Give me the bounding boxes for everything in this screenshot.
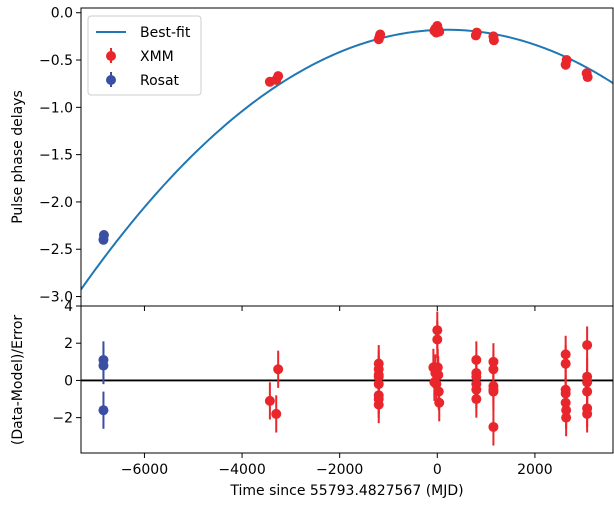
x-tick-label: 2000 xyxy=(517,462,553,478)
top-y-tick-label: −3.0 xyxy=(39,290,73,306)
top-panel: 0.0 −0.5 −1.0 −1.5 −2.0 −2.5 −3.0 Pulse phase … xyxy=(10,6,613,306)
xmm-marker xyxy=(471,27,482,38)
bottom-y-ticks: 4 2 0 −2 xyxy=(52,299,81,427)
residual-points xyxy=(98,311,593,446)
top-y-tick-label: −0.5 xyxy=(39,53,73,69)
rosat-residual-point xyxy=(98,391,109,429)
xmm-point xyxy=(582,72,593,83)
bottom-panel: 4 2 0 −2 −6000 −4000 −2000 0 2000 (Data-Model)/… xyxy=(10,299,613,499)
xmm-point xyxy=(273,71,284,82)
legend-rosat-marker-icon xyxy=(106,75,116,85)
bottom-panel-frame xyxy=(80,305,614,454)
xmm-residual-marker xyxy=(373,369,384,380)
top-y-axis-label: Pulse phase delays xyxy=(10,90,26,224)
xmm-marker xyxy=(375,29,386,40)
xmm-residual-point xyxy=(582,326,593,364)
best-fit-curve xyxy=(81,28,613,291)
xmm-residual-point xyxy=(471,380,482,418)
xmm-residual-marker xyxy=(561,412,572,423)
xmm-residual-marker xyxy=(434,397,445,408)
rosat-residual-marker xyxy=(98,360,109,371)
xmm-residual-marker xyxy=(471,394,482,405)
bottom-y-tick-label: −2 xyxy=(52,411,73,427)
xmm-point xyxy=(561,55,572,66)
xmm-residual-point xyxy=(373,356,384,394)
top-y-tick-label: −1.0 xyxy=(39,100,73,116)
bottom-y-tick-label: 4 xyxy=(64,299,73,315)
top-y-tick-label: −2.0 xyxy=(39,195,73,211)
top-y-tick-label: −2.5 xyxy=(39,242,73,258)
x-tick-label: −2000 xyxy=(316,462,363,478)
xmm-residual-point xyxy=(488,372,499,411)
bottom-y-tick-label: 2 xyxy=(64,336,73,352)
xmm-residual-marker xyxy=(432,334,443,345)
legend-xmm-label: XMM xyxy=(140,49,174,65)
legend-xmm-marker-icon xyxy=(106,51,116,61)
bottom-y-axis-label: (Data-Model)/Error xyxy=(10,315,26,446)
xmm-point xyxy=(375,29,386,40)
xmm-residual-marker xyxy=(560,358,571,369)
xmm-residual-marker xyxy=(273,364,284,375)
xmm-residual-point xyxy=(582,395,593,433)
xmm-residual-point xyxy=(488,408,499,446)
xmm-residual-marker xyxy=(373,399,384,410)
xmm-residual-marker xyxy=(488,386,499,397)
x-tick-label: 0 xyxy=(433,462,442,478)
bottom-x-ticks: −6000 −4000 −2000 0 2000 xyxy=(121,306,553,478)
xmm-marker xyxy=(434,26,445,37)
xmm-point xyxy=(488,35,499,46)
xmm-residual-point xyxy=(271,395,282,433)
xmm-residual-marker xyxy=(271,408,282,419)
x-axis-label: Time since 55793.4827567 (MJD) xyxy=(229,483,463,499)
rosat-residual-point xyxy=(98,346,109,385)
xmm-residual-marker xyxy=(264,395,275,406)
xmm-residual-point xyxy=(264,382,275,420)
x-tick-label: −6000 xyxy=(121,462,168,478)
legend-rosat-label: Rosat xyxy=(140,73,180,89)
legend: Best-fit XMM Rosat xyxy=(87,15,202,96)
phase-delay-points xyxy=(98,20,593,245)
legend-box xyxy=(87,15,202,96)
xmm-residual-marker xyxy=(582,408,593,419)
xmm-residual-marker xyxy=(488,421,499,432)
xmm-point xyxy=(471,27,482,38)
x-tick-label: −4000 xyxy=(218,462,265,478)
rosat-residual-marker xyxy=(98,405,109,416)
xmm-residual-point xyxy=(434,384,445,422)
xmm-residual-point xyxy=(561,399,572,437)
best-fit-line xyxy=(81,28,613,291)
xmm-marker xyxy=(273,71,284,82)
legend-best-fit-label: Best-fit xyxy=(140,25,191,41)
rosat-marker xyxy=(98,230,109,241)
xmm-marker xyxy=(582,72,593,83)
bottom-y-tick-label: 0 xyxy=(64,373,73,389)
xmm-residual-point xyxy=(273,350,284,388)
top-y-tick-label: 0.0 xyxy=(51,6,73,22)
xmm-marker xyxy=(488,35,499,46)
xmm-residual-marker xyxy=(582,340,593,351)
xmm-point xyxy=(434,26,445,37)
xmm-marker xyxy=(561,55,572,66)
top-y-ticks: 0.0 −0.5 −1.0 −1.5 −2.0 −2.5 −3.0 xyxy=(39,6,81,306)
top-y-tick-label: −1.5 xyxy=(39,148,73,164)
rosat-point xyxy=(98,230,109,241)
